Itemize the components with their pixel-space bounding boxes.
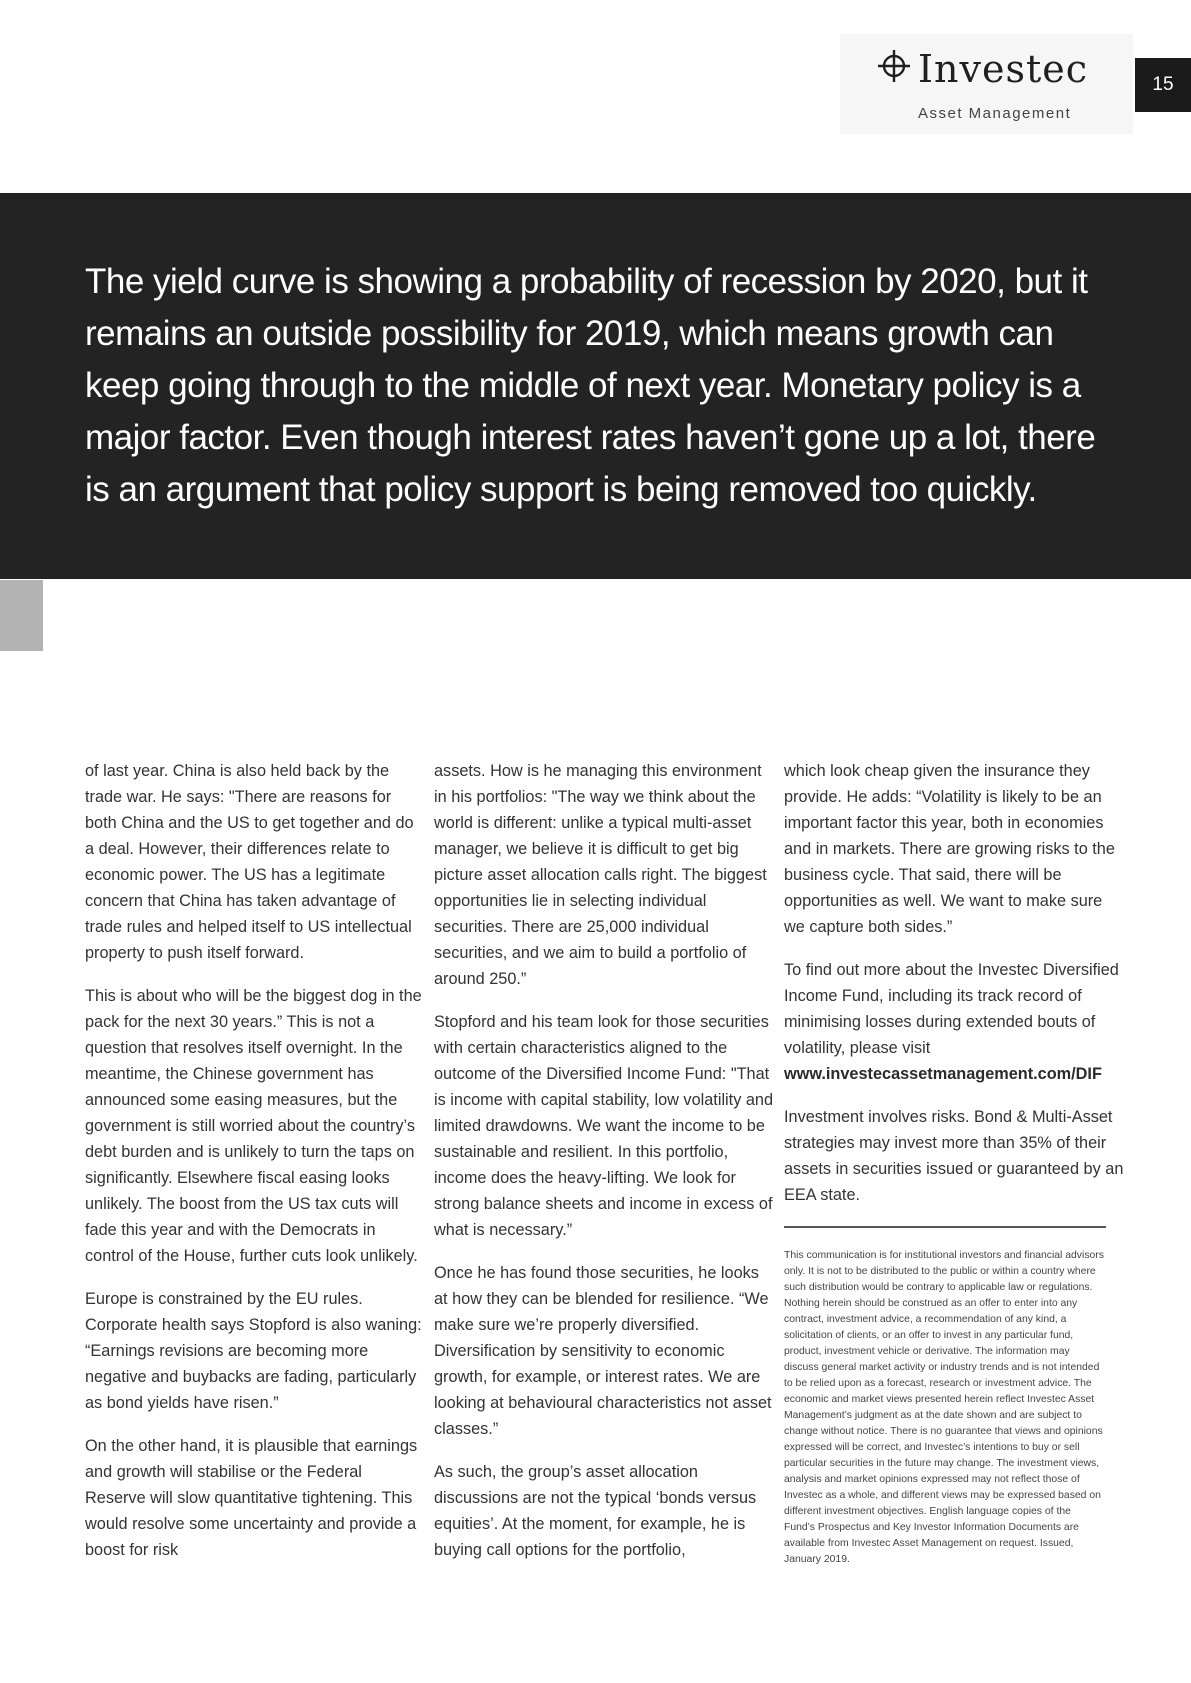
paragraph: This is about who will be the biggest do… xyxy=(85,987,422,1265)
fund-website-link[interactable]: www.investecassetmanagement.com/DIF xyxy=(784,1065,1102,1083)
article-column-1: of last year. China is also held back by… xyxy=(85,758,425,1580)
paragraph: On the other hand, it is plausible that … xyxy=(85,1437,418,1559)
pull-quote-banner: The yield curve is showing a probability… xyxy=(0,193,1191,579)
crosshair-logo-icon xyxy=(878,50,910,82)
page-number: 15 xyxy=(1135,58,1191,112)
paragraph: As such, the group’s asset allocation di… xyxy=(434,1463,757,1559)
paragraph: Investment involves risks. Bond & Multi-… xyxy=(784,1108,1124,1204)
paragraph: which look cheap given the insurance the… xyxy=(784,762,1115,936)
fund-info-text: To find out more about the Investec Dive… xyxy=(784,961,1119,1057)
article-column-2: assets. How is he managing this environm… xyxy=(434,758,774,1580)
paragraph: Europe is constrained by the EU rules. C… xyxy=(85,1290,422,1412)
paragraph: Stopford and his team look for those sec… xyxy=(434,1013,774,1239)
article-column-3: which look cheap given the insurance the… xyxy=(784,758,1124,1585)
paragraph: assets. How is he managing this environm… xyxy=(434,762,767,988)
legal-disclaimer: This communication is for institutional … xyxy=(784,1250,1104,1565)
brand-subtitle: Asset Management xyxy=(918,105,1072,122)
paragraph: of last year. China is also held back by… xyxy=(85,762,414,962)
paragraph: Once he has found those securities, he l… xyxy=(434,1264,772,1438)
brand-logo: Investec Asset Management xyxy=(840,34,1133,134)
pull-quote: The yield curve is showing a probability… xyxy=(85,262,1096,509)
side-tab-marker xyxy=(0,580,43,651)
paragraph: To find out more about the Investec Dive… xyxy=(784,957,1124,1087)
divider xyxy=(784,1226,1106,1228)
brand-name: Investec xyxy=(918,47,1088,91)
